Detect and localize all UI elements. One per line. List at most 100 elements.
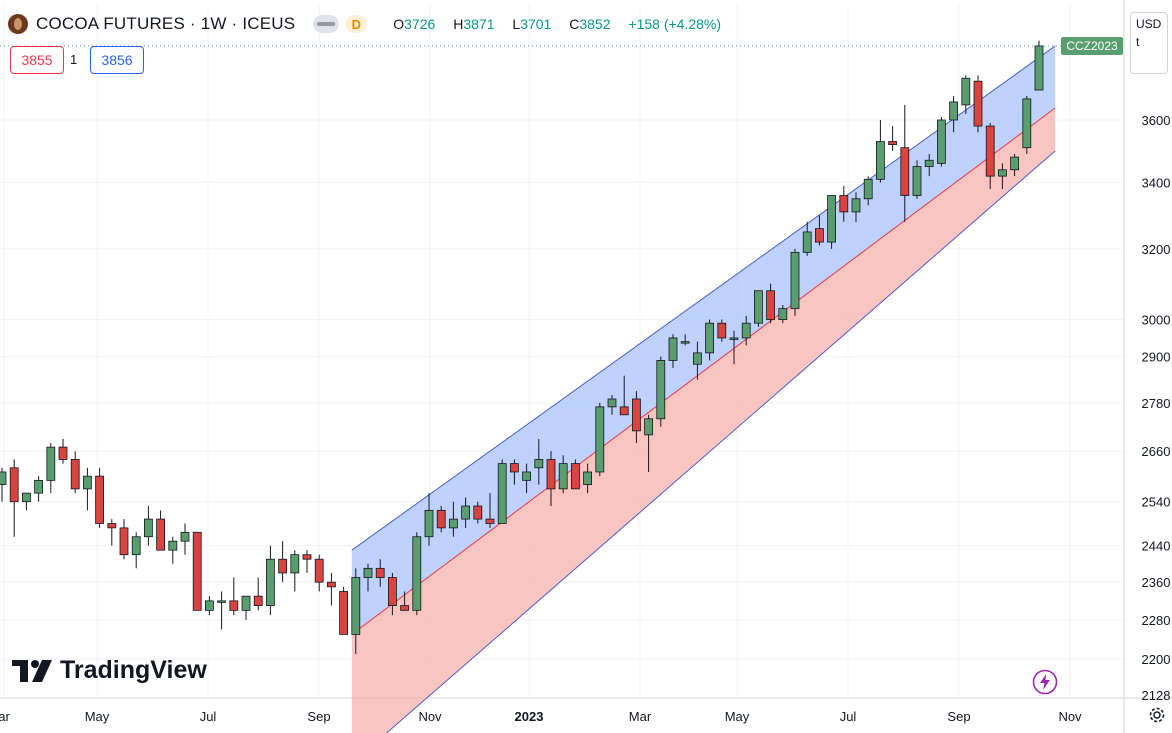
- x-tick-label: 2023: [515, 709, 544, 724]
- candle-body: [754, 290, 763, 324]
- candle-body: [1022, 98, 1032, 149]
- channel-lower-line: [385, 150, 1056, 733]
- interval-badge[interactable]: D: [345, 15, 368, 33]
- y-tick-label: 2360: [1142, 575, 1171, 590]
- time-axis: ar May Jul Sep Nov 2023 Mar May Jul Sep Nov: [0, 709, 1082, 724]
- candle-body: [546, 459, 556, 490]
- candle-body: [741, 322, 751, 339]
- y-tick-label: 2660: [1142, 444, 1171, 459]
- ohlc-readout: O3726 H3871 L3701 C3852 +158 (+4.28%): [393, 16, 722, 32]
- y-tick-label: 3200: [1142, 242, 1171, 257]
- candle-body: [571, 463, 580, 490]
- candle-body: [583, 471, 592, 486]
- candle-body: [851, 198, 861, 213]
- candle-body: [168, 540, 178, 551]
- candle-body: [815, 228, 824, 243]
- visibility-toggle-icon[interactable]: [313, 15, 340, 33]
- candle-body: [278, 558, 288, 574]
- candle-body: [705, 322, 714, 354]
- channel-upper-line: [351, 45, 1056, 551]
- candle-body: [46, 446, 56, 481]
- candle-body: [448, 518, 458, 529]
- candle-body: [412, 536, 422, 611]
- candle-body: [509, 463, 519, 473]
- y-tick-label-partial: 2128: [1142, 688, 1171, 703]
- candle-body: [900, 147, 910, 196]
- candle-body: [351, 577, 361, 635]
- unit-label: t: [1136, 35, 1140, 49]
- candle-body: [387, 577, 397, 607]
- candle-body: [0, 471, 7, 486]
- candle-body: [998, 169, 1007, 177]
- candle-body: [253, 595, 263, 607]
- buy-price-button[interactable]: 3856: [90, 46, 144, 74]
- candle-body: [656, 360, 666, 420]
- candle-body: [876, 141, 885, 180]
- candles-layer: [0, 40, 1044, 655]
- candle-body: [241, 595, 251, 611]
- candle-body: [558, 463, 568, 490]
- close-value: 3852: [579, 16, 611, 32]
- candle-body: [58, 446, 68, 460]
- candle-body: [717, 322, 727, 339]
- low-value: 3701: [520, 16, 552, 32]
- candle-body: [229, 600, 239, 611]
- candle-body: [729, 337, 739, 340]
- candle-body: [522, 471, 531, 481]
- candle-body: [1010, 156, 1019, 171]
- lightning-icon[interactable]: [1032, 669, 1058, 695]
- candle-body: [326, 581, 336, 588]
- y-tick-label: 3000: [1142, 313, 1171, 328]
- y-tick-label: 2900: [1142, 350, 1171, 365]
- open-value: 3726: [404, 16, 436, 32]
- candle-body: [314, 558, 324, 583]
- candle-body: [21, 492, 31, 503]
- candle-body: [436, 509, 446, 529]
- cocoa-icon: [8, 14, 28, 34]
- symbol-title[interactable]: COCOA FUTURES · 1W · ICEUS: [36, 14, 296, 33]
- candle-body: [790, 251, 800, 310]
- candle-body: [119, 527, 129, 556]
- high-value: 3871: [463, 16, 495, 32]
- candle-body: [290, 554, 300, 574]
- candle-body: [497, 463, 507, 524]
- candle-body: [961, 77, 971, 106]
- sell-price-button[interactable]: 3855: [10, 46, 64, 74]
- candle-body: [534, 459, 544, 469]
- candle-body: [375, 567, 385, 578]
- tradingview-wordmark: TradingView: [60, 656, 207, 684]
- candle-body: [668, 337, 678, 361]
- currency-selector[interactable]: USD t: [1130, 12, 1168, 74]
- gear-icon[interactable]: [1146, 704, 1168, 726]
- candle-body: [70, 459, 80, 490]
- candle-body: [192, 531, 202, 611]
- candle-body: [302, 554, 312, 560]
- tradingview-mark-icon: [12, 659, 52, 682]
- candle-body: [1034, 45, 1044, 91]
- candle-body: [9, 467, 19, 503]
- candle-body: [180, 531, 190, 542]
- y-tick-label: 2280: [1142, 613, 1171, 628]
- x-tick-label: Nov: [418, 709, 442, 724]
- price-axis: 2200 2280 2360 2440 2540 2660 2780 2900 3000 3200…: [1142, 113, 1171, 703]
- x-tick-label: Sep: [947, 709, 970, 724]
- candle-body: [83, 475, 92, 490]
- candle-body: [644, 418, 653, 436]
- candle-body: [143, 518, 153, 538]
- candle-body: [595, 406, 605, 473]
- candle-body: [985, 125, 995, 177]
- candle-body: [107, 523, 117, 529]
- channel-lower-fill: [351, 107, 1056, 733]
- candle-body: [827, 195, 836, 243]
- candle-body: [766, 290, 775, 320]
- x-tick-label: Sep: [307, 709, 330, 724]
- candle-body: [204, 600, 214, 611]
- currency-label: USD: [1136, 17, 1162, 31]
- regression-channel: [351, 45, 1056, 733]
- candle-body: [265, 558, 275, 607]
- tradingview-logo[interactable]: TradingView: [12, 656, 207, 685]
- candle-body: [217, 600, 227, 603]
- candle-body: [461, 505, 471, 520]
